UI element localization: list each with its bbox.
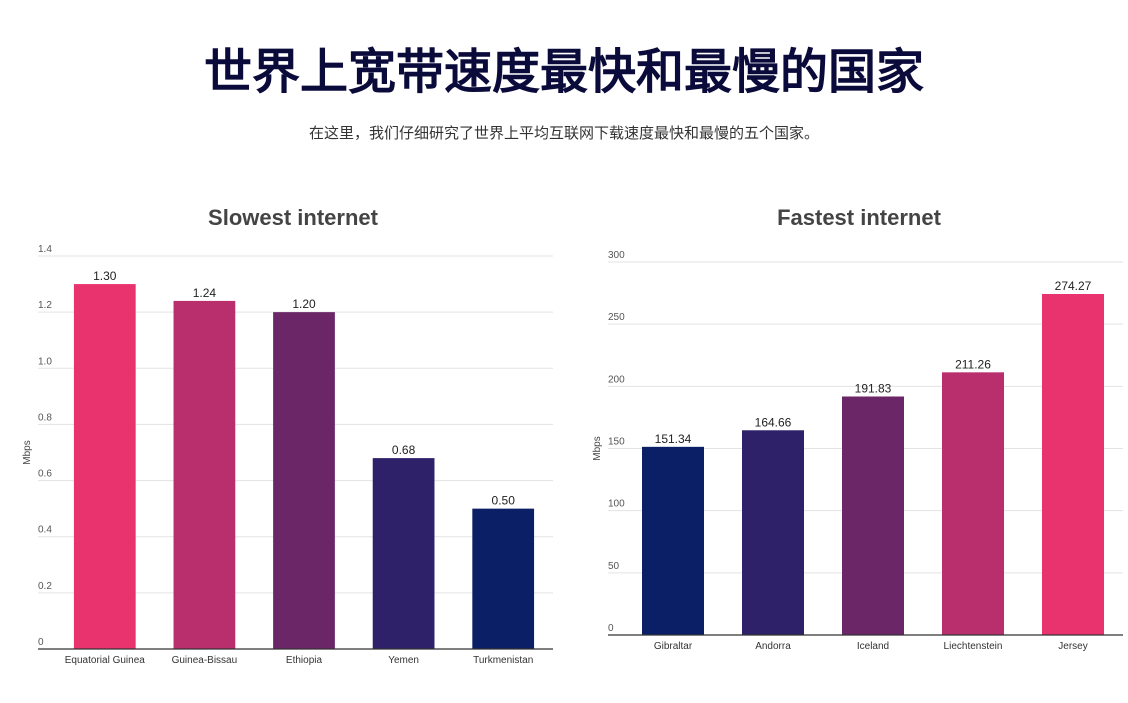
- x-tick-label: Gibraltar: [654, 641, 693, 652]
- y-tick-label: 0.2: [38, 581, 52, 592]
- slowest-internet-chart: Slowest internet Mbps 0 0.2 0.4 0.6 0.8 1.0 1.2 1…: [0, 196, 564, 676]
- data-label: 1.20: [292, 297, 316, 311]
- data-label: 0.68: [392, 443, 416, 457]
- y-tick-label: 1.2: [38, 300, 52, 311]
- y-tick-label: 250: [608, 312, 625, 323]
- bar-guinea-bissau[interactable]: [173, 300, 236, 649]
- x-tick-label: Yemen: [388, 655, 419, 666]
- y-axis-label: Mbps: [22, 440, 33, 464]
- bar-equatorial-guinea[interactable]: [73, 284, 136, 649]
- x-tick-label: Ethiopia: [286, 655, 323, 666]
- y-axis-label: Mbps: [592, 436, 603, 460]
- y-tick-label: 100: [608, 499, 625, 510]
- y-tick-label: 0.4: [38, 525, 52, 536]
- page-title: 世界上宽带速度最快和最慢的国家: [203, 44, 924, 100]
- data-label: 191.83: [855, 381, 892, 395]
- page-subtitle: 在这里，我们仔细研究了世界上平均互联网下载速度最快和最慢的五个国家。: [308, 124, 819, 142]
- data-label: 164.66: [755, 415, 792, 429]
- x-tick-label: Andorra: [755, 641, 791, 652]
- x-tick-label: Guinea-Bissau: [172, 655, 238, 666]
- x-tick-label: Turkmenistan: [473, 655, 533, 666]
- fastest-internet-chart: Fastest internet Mbps 0 50 100 150 200 250 300 15…: [564, 196, 1128, 676]
- y-tick-label: 1.4: [38, 244, 52, 255]
- chart-title: Slowest internet: [208, 205, 379, 230]
- x-tick-label: Iceland: [857, 641, 889, 652]
- bar-gibraltar[interactable]: [642, 446, 704, 635]
- bar-iceland[interactable]: [842, 396, 904, 635]
- y-tick-label: 200: [608, 374, 625, 385]
- y-tick-label: 0: [38, 637, 44, 648]
- data-label: 1.24: [193, 286, 217, 300]
- chart-title: Fastest internet: [777, 205, 941, 230]
- bar-yemen[interactable]: [372, 458, 435, 649]
- chart-svg: Fastest internet Mbps 0 50 100 150 200 250 300 15…: [592, 205, 1123, 652]
- data-label: 1.30: [93, 269, 117, 283]
- data-label: 211.26: [955, 357, 991, 371]
- y-tick-label: 1.0: [38, 356, 52, 367]
- y-tick-label: 50: [608, 561, 620, 572]
- data-label: 0.50: [492, 494, 516, 508]
- bar-jersey[interactable]: [1042, 293, 1104, 635]
- chart-svg: Slowest internet Mbps 0 0.2 0.4 0.6 0.8 1.0 1.2 1…: [22, 205, 553, 666]
- y-tick-label: 150: [608, 437, 625, 448]
- bar-andorra[interactable]: [742, 430, 804, 635]
- y-tick-label: 0.8: [38, 412, 52, 423]
- x-tick-label: Liechtenstein: [944, 641, 1003, 652]
- data-label: 274.27: [1055, 279, 1092, 293]
- y-tick-label: 0: [608, 623, 614, 634]
- bar-turkmenistan[interactable]: [472, 508, 535, 649]
- x-tick-label: Equatorial Guinea: [65, 655, 145, 666]
- data-label: 151.34: [655, 432, 692, 446]
- bar-ethiopia[interactable]: [273, 312, 335, 649]
- x-tick-label: Jersey: [1058, 641, 1087, 652]
- bar-liechtenstein[interactable]: [942, 372, 1004, 635]
- y-tick-label: 0.6: [38, 469, 52, 480]
- y-tick-label: 300: [608, 250, 625, 261]
